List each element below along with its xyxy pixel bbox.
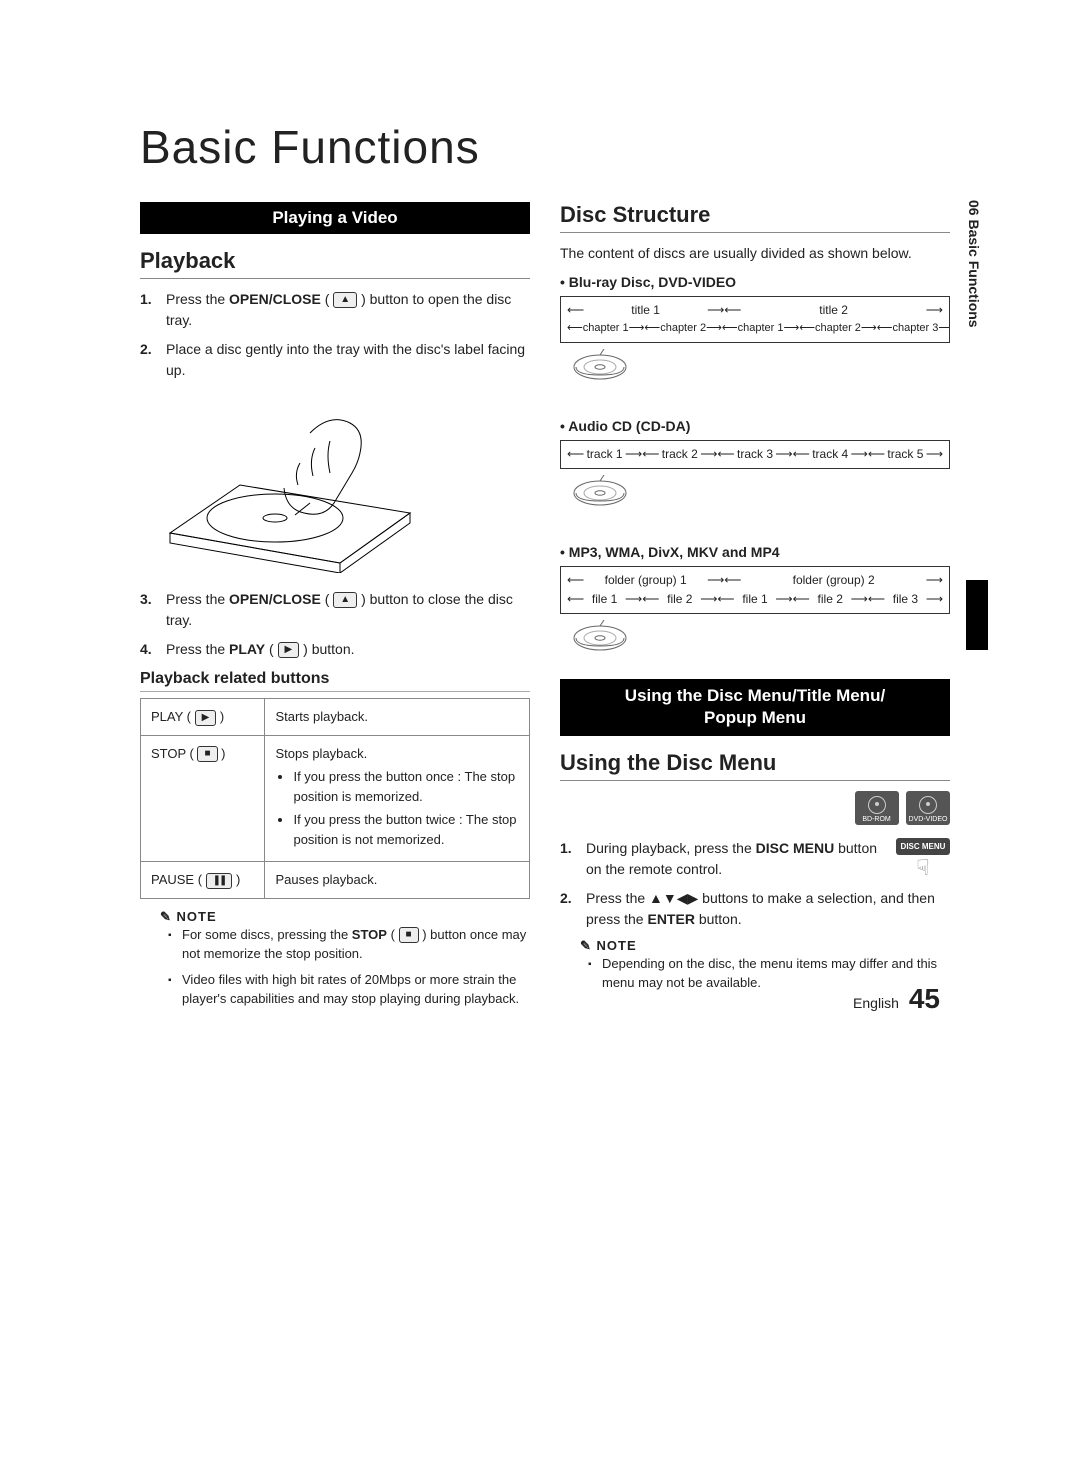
disc-menu-steps: During playback, press the DISC MENU but… bbox=[560, 838, 950, 930]
group-head-bluray: Blu-ray Disc, DVD-VIDEO bbox=[560, 274, 950, 290]
heading-using-disc-menu: Using the Disc Menu bbox=[560, 750, 950, 781]
group-head-audiocd: Audio CD (CD-DA) bbox=[560, 418, 950, 434]
open-close-icon: ▲ bbox=[333, 592, 357, 608]
playback-steps: Press the OPEN/CLOSE ( ▲ ) button to ope… bbox=[140, 289, 530, 381]
step-2: Place a disc gently into the tray with t… bbox=[140, 339, 530, 381]
footer-language: English bbox=[853, 995, 899, 1011]
manual-page: 06 Basic Functions Basic Functions Playi… bbox=[0, 0, 1080, 1075]
open-close-icon: ▲ bbox=[333, 292, 357, 308]
step-2: Press the ▲▼◀▶ buttons to make a selecti… bbox=[560, 888, 950, 930]
note-item: For some discs, pressing the STOP ( ■ ) … bbox=[168, 925, 530, 964]
pause-icon: ❚❚ bbox=[206, 873, 233, 889]
page-footer: English 45 bbox=[853, 983, 940, 1015]
stop-icon: ■ bbox=[399, 927, 419, 943]
note-item: Video files with high bit rates of 20Mbp… bbox=[168, 970, 530, 1009]
section-tab: 06 Basic Functions bbox=[966, 200, 982, 328]
page-number: 45 bbox=[909, 983, 940, 1014]
play-icon: ▶ bbox=[278, 642, 300, 658]
note-list: For some discs, pressing the STOP ( ■ ) … bbox=[140, 925, 530, 1009]
chapter-title: Basic Functions bbox=[140, 120, 950, 174]
playback-buttons-table: PLAY ( ▶ ) Starts playback. STOP ( ■ ) S… bbox=[140, 698, 530, 899]
left-column: Playing a Video Playback Press the OPEN/… bbox=[140, 202, 530, 1015]
group-head-mp3: MP3, WMA, DivX, MKV and MP4 bbox=[560, 544, 950, 560]
disc-structure-intro: The content of discs are usually divided… bbox=[560, 243, 950, 264]
table-row: PAUSE ( ❚❚ ) Pauses playback. bbox=[141, 862, 530, 899]
heading-related-buttons: Playback related buttons bbox=[140, 670, 530, 692]
heading-playback: Playback bbox=[140, 248, 530, 279]
right-column: Disc Structure The content of discs are … bbox=[560, 202, 950, 1015]
structure-diagram-audiocd: ⟵track 1⟶⟵ track 2⟶⟵ track 3⟶⟵ track 4⟶⟵… bbox=[560, 440, 950, 469]
section-header-disc-menu: Using the Disc Menu/Title Menu/ Popup Me… bbox=[560, 679, 950, 735]
structure-diagram-bluray: ⟵ title 1 ⟶⟵ title 2 ⟶ ⟵chapter 1⟶⟵ chap… bbox=[560, 296, 950, 343]
disc-icon bbox=[570, 349, 630, 389]
table-row: STOP ( ■ ) Stops playback. If you press … bbox=[141, 735, 530, 862]
disc-icon bbox=[570, 475, 630, 515]
disc-tray-illustration bbox=[160, 393, 420, 573]
disc-icon bbox=[570, 620, 630, 660]
bd-rom-badge: BD-ROM bbox=[855, 791, 899, 825]
step-3: Press the OPEN/CLOSE ( ▲ ) button to clo… bbox=[140, 589, 530, 631]
section-header-playing-video: Playing a Video bbox=[140, 202, 530, 234]
step-4: Press the PLAY ( ▶ ) button. bbox=[140, 639, 530, 660]
disc-type-badges: BD-ROM DVD-VIDEO bbox=[560, 791, 950, 830]
step-1: During playback, press the DISC MENU but… bbox=[560, 838, 950, 880]
dvd-video-badge: DVD-VIDEO bbox=[906, 791, 950, 825]
stop-icon: ■ bbox=[197, 746, 217, 762]
step-1: Press the OPEN/CLOSE ( ▲ ) button to ope… bbox=[140, 289, 530, 331]
note-label: NOTE bbox=[560, 938, 950, 954]
table-row: PLAY ( ▶ ) Starts playback. bbox=[141, 699, 530, 736]
playback-steps-cont: Press the OPEN/CLOSE ( ▲ ) button to clo… bbox=[140, 589, 530, 660]
heading-disc-structure: Disc Structure bbox=[560, 202, 950, 233]
thumb-index-marker bbox=[966, 580, 988, 650]
note-label: NOTE bbox=[140, 909, 530, 925]
play-icon: ▶ bbox=[195, 710, 217, 726]
structure-diagram-files: ⟵folder (group) 1⟶⟵ folder (group) 2⟶ ⟵f… bbox=[560, 566, 950, 614]
